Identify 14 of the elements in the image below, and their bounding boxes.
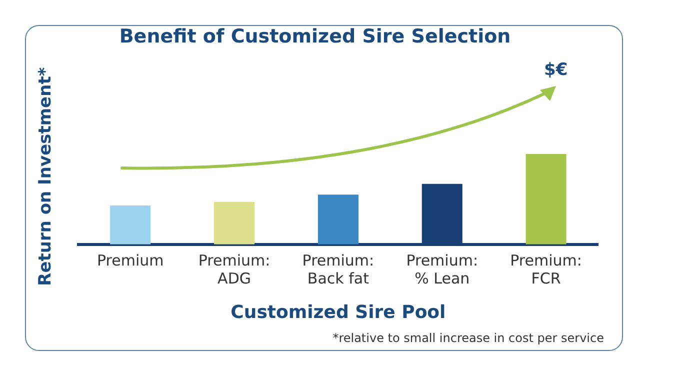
bar (214, 202, 255, 244)
x-tick-label: Premium: % Lean (406, 251, 478, 288)
x-tick-label: Premium: FCR (510, 251, 582, 288)
x-tick-label: Premium: Back fat (302, 251, 374, 288)
chart-title: Benefit of Customized Sire Selection (119, 25, 511, 48)
x-axis-title: Customized Sire Pool (230, 302, 446, 323)
text: $€ (544, 60, 568, 80)
bar (318, 194, 358, 244)
text: *relative to small increase in cost per service (332, 331, 604, 345)
bar (110, 206, 151, 244)
x-tick-label: Premium (96, 251, 164, 270)
x-tick-label: Premium: ADG (198, 251, 270, 288)
y-axis-title: Return on Investment* (36, 67, 56, 286)
bar (526, 154, 566, 244)
